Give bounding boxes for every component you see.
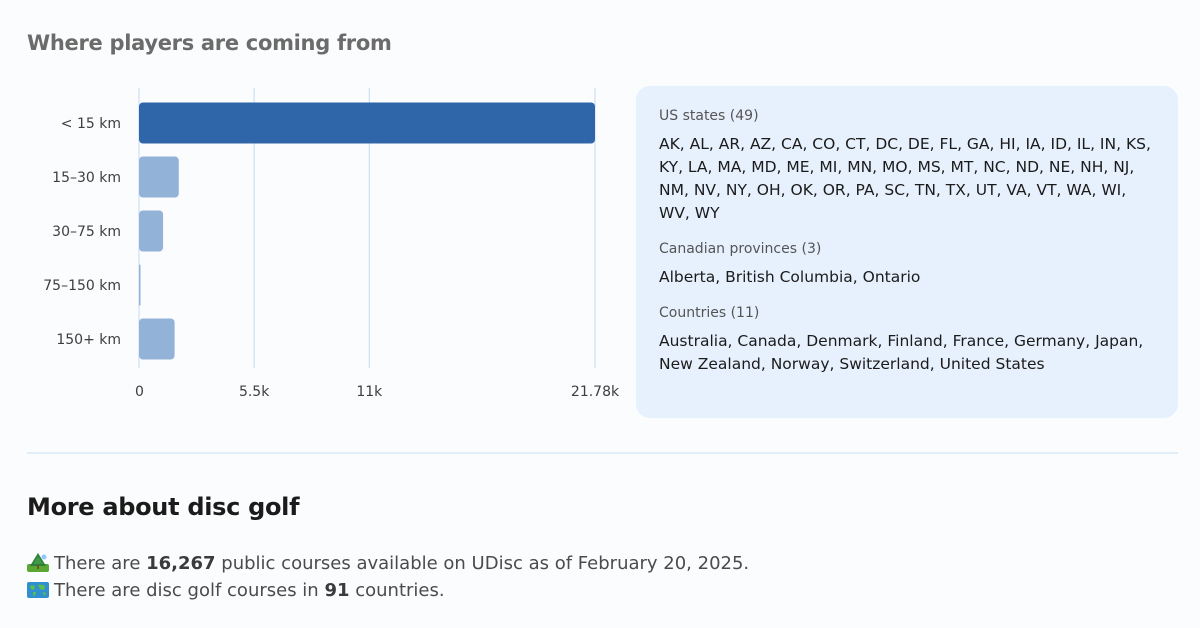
distance-bar-chart: 0 5.5k 11k 21.78k < 15 km 15–30 km 30–75 km 75–… <box>43 88 620 400</box>
locations-panel: US states (49) AK, AL, AR, AZ, CA, CO, C… <box>636 86 1178 418</box>
more-about-title: More about disc golf <box>27 493 300 521</box>
us-states-heading: US states (49) <box>659 108 759 124</box>
bar[interactable] <box>139 210 164 252</box>
x-tick-label: 21.78k <box>571 384 620 400</box>
countries-count: 91 <box>324 580 350 601</box>
category-label: < 15 km <box>61 116 121 132</box>
countries-group: Countries (11) Australia, Canada, Denmar… <box>659 305 1156 376</box>
fact-2-post: countries. <box>349 580 445 601</box>
x-tick-label: 0 <box>135 384 144 400</box>
world-map-icon <box>27 581 49 604</box>
x-tick-label: 11k <box>356 384 383 400</box>
countries-heading: Countries (11) <box>659 305 760 321</box>
park-icon <box>27 552 49 577</box>
countries-count-fact: There are disc golf courses in 91 countr… <box>27 580 445 604</box>
bar[interactable] <box>139 102 595 144</box>
fact-2-pre: There are disc golf courses in <box>54 580 325 601</box>
bar[interactable] <box>139 264 141 306</box>
courses-count: 16,267 <box>146 553 216 574</box>
canadian-provinces-group: Canadian provinces (3) Alberta, British … <box>659 241 1156 289</box>
section-title: Where players are coming from <box>27 31 392 55</box>
courses-count-fact: There are 16,267 public courses availabl… <box>27 552 749 577</box>
category-label: 15–30 km <box>52 170 121 186</box>
bar[interactable] <box>139 156 179 198</box>
fact-1-pre: There are <box>54 553 147 574</box>
canadian-provinces-list: Alberta, British Columbia, Ontario <box>659 268 921 286</box>
section-divider <box>27 452 1178 454</box>
category-label: 30–75 km <box>52 224 121 240</box>
canadian-provinces-heading: Canadian provinces (3) <box>659 241 822 257</box>
x-tick-label: 5.5k <box>239 384 270 400</box>
category-label: 150+ km <box>56 332 121 348</box>
us-states-list: AK, AL, AR, AZ, CA, CO, CT, DC, DE, FL, … <box>659 135 1151 222</box>
bar[interactable] <box>139 318 175 360</box>
us-states-group: US states (49) AK, AL, AR, AZ, CA, CO, C… <box>659 108 1156 225</box>
countries-list: Australia, Canada, Denmark, Finland, Fra… <box>659 332 1144 373</box>
category-label: 75–150 km <box>43 278 121 294</box>
fact-1-post: public courses available on UDisc as of … <box>215 553 750 574</box>
